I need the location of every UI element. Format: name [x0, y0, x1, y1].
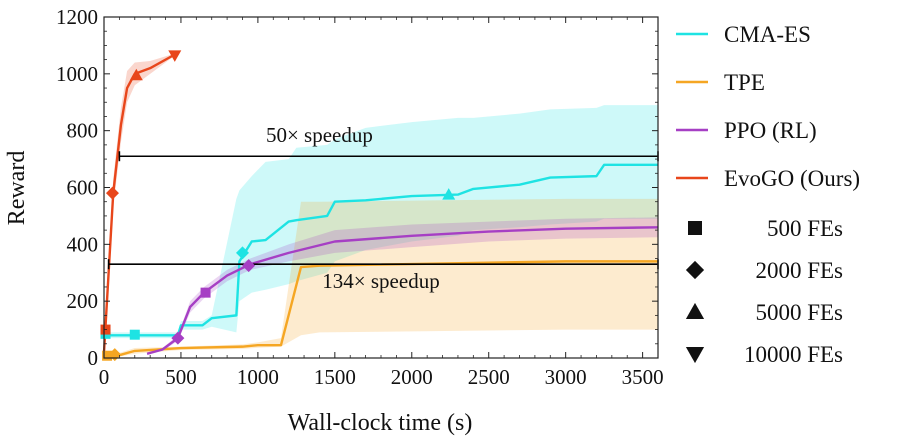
marker-evogo-ours-triangle-down-12 [168, 50, 182, 62]
axes: 0 500 1000 1500 2000 2500 3000 3500 0 200 400 600 80… [56, 5, 664, 389]
speedup-label-1: 134× speedup [322, 269, 439, 293]
y-tick-label-600: 600 [67, 176, 99, 200]
legend-marker-diamond-icon [685, 260, 705, 280]
band-ppo-rl [147, 217, 659, 356]
legend-label-cma-es: CMA-ES [724, 22, 811, 47]
y-tick-label-200: 200 [67, 289, 99, 313]
x-axis-label: Wall-clock time (s) [288, 410, 473, 436]
marker-evogo-ours-triangle-up-11 [129, 68, 143, 81]
speedup-label-0: 50× speedup [266, 123, 373, 147]
x-tick-label-2500: 2500 [468, 365, 510, 389]
legend-label-2000-fes: 2000 FEs [755, 258, 843, 283]
marker-ppo-rl-diamond-8 [242, 259, 256, 273]
x-tick-label-0: 0 [99, 365, 110, 389]
x-tick-label-1500: 1500 [314, 365, 356, 389]
legend-label-10000-fes: 10000 FEs [744, 342, 843, 367]
legend-marker-triangle-down-icon [685, 347, 705, 364]
marker-evogo-ours-diamond-10 [105, 186, 119, 200]
band-tpe [104, 198, 658, 358]
marker-cma-es-triangle-up-3 [442, 188, 456, 200]
fe-markers [100, 50, 456, 362]
x-tick-label-500: 500 [165, 365, 197, 389]
marker-cma-es-diamond-2 [236, 246, 249, 260]
y-tick-label-1200: 1200 [56, 5, 98, 29]
marker-cma-es-square-1 [129, 329, 140, 340]
marker-ppo-rl-diamond-6 [171, 331, 185, 345]
line-cma-es [104, 163, 658, 337]
legend-label-500-fes: 500 FEs [767, 216, 843, 241]
y-tick-label-800: 800 [67, 119, 99, 143]
legend-label-tpe: TPE [724, 70, 765, 95]
legend-marker-triangle-up-icon [685, 302, 705, 319]
x-tick-label-1000: 1000 [237, 365, 279, 389]
x-tick-label-3000: 3000 [545, 365, 587, 389]
y-tick-label-400: 400 [67, 232, 99, 256]
legend-label-ppo-rl: PPO (RL) [724, 118, 817, 143]
legend: CMA-ES TPE PPO (RL) EvoGO (Ours) 500 FEs 2000… [676, 22, 860, 367]
marker-tpe-square-4 [102, 350, 113, 361]
legend-label-evogo-ours: EvoGO (Ours) [724, 166, 860, 191]
y-tick-label-0: 0 [88, 346, 99, 370]
band-cma-es [104, 105, 658, 339]
legend-marker-square-icon [688, 221, 702, 235]
y-axis-label: Reward [4, 151, 30, 226]
y-tick-label-1000: 1000 [56, 62, 98, 86]
marker-ppo-rl-square-7 [200, 287, 211, 298]
x-tick-label-3500: 3500 [622, 365, 664, 389]
x-tick-label-2000: 2000 [391, 365, 433, 389]
legend-label-5000-fes: 5000 FEs [755, 300, 843, 325]
